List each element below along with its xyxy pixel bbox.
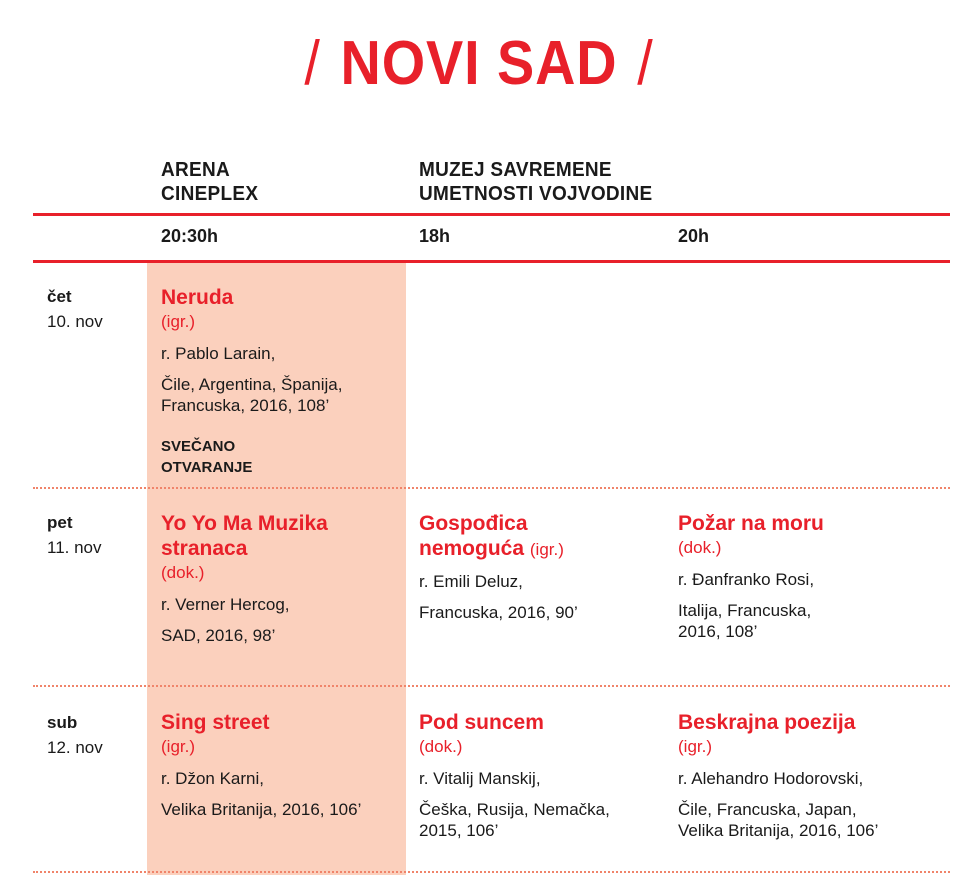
film-country: Francuska, 2016, 90’ xyxy=(419,603,578,622)
film-entry: Sing street (igr.) r. Džon Karni, Velika… xyxy=(161,710,401,820)
time-header: 20h xyxy=(678,226,710,246)
film-country: SAD, 2016, 98’ xyxy=(161,626,276,645)
city-name: NOVI SAD xyxy=(340,29,618,98)
film-title: Neruda xyxy=(161,286,234,309)
row-separator xyxy=(33,685,950,687)
slash-decoration: / xyxy=(304,29,321,98)
slash-decoration: / xyxy=(637,29,654,98)
film-title: Beskrajna poezija xyxy=(678,711,856,734)
divider xyxy=(33,213,950,216)
film-title: Pod suncem xyxy=(419,711,544,734)
film-genre: (igr.) xyxy=(529,540,564,559)
film-director: r. Verner Hercog, xyxy=(161,595,290,614)
film-country: Češka, Rusija, Nemačka, 2015, 106’ xyxy=(419,800,610,840)
day-label: pet 11. nov xyxy=(47,510,102,560)
film-director: r. Džon Karni, xyxy=(161,769,264,788)
film-country: Italija, Francuska, 2016, 108’ xyxy=(678,601,812,641)
weekday: sub xyxy=(47,713,78,732)
film-director: r. Đanfranko Rosi, xyxy=(678,570,815,589)
film-genre: (dok.) xyxy=(161,563,205,582)
day-label: sub 12. nov xyxy=(47,710,103,760)
film-country: Čile, Francuska, Japan, Velika Britanija… xyxy=(678,800,879,840)
date: 10. nov xyxy=(47,312,103,331)
row-separator xyxy=(33,871,950,873)
highlight-column xyxy=(147,262,406,875)
film-title: Yo Yo Ma Muzika stranaca xyxy=(161,512,328,560)
film-title: Požar na moru xyxy=(678,512,824,535)
film-genre: (igr.) xyxy=(161,312,195,331)
film-country: Čile, Argentina, Španija, Francuska, 201… xyxy=(161,375,343,415)
film-genre: (dok.) xyxy=(678,538,722,557)
divider xyxy=(33,260,950,263)
venue-name: CINEPLEX xyxy=(161,183,259,205)
film-title: Gospođica nemoguća xyxy=(419,512,528,560)
film-entry: Beskrajna poezija (igr.) r. Alehandro Ho… xyxy=(678,710,888,841)
film-entry: Yo Yo Ma Muzika stranaca (dok.) r. Verne… xyxy=(161,511,361,646)
row-separator xyxy=(33,487,950,489)
weekday: pet xyxy=(47,513,73,532)
film-genre: (igr.) xyxy=(161,737,195,756)
day-label: čet 10. nov xyxy=(47,284,103,334)
note-text: SVEČANO xyxy=(161,438,236,455)
venue-muzej: MUZEJ SAVREMENE UMETNOSTI VOJVODINE xyxy=(419,158,652,206)
film-country: Velika Britanija, 2016, 106’ xyxy=(161,800,362,819)
film-director: r. Pablo Larain, xyxy=(161,344,276,363)
date: 11. nov xyxy=(47,538,102,557)
time-header: 18h xyxy=(419,226,451,246)
note-text: OTVARANJE xyxy=(161,459,253,476)
film-entry: Gospođica nemoguća (igr.) r. Emili Deluz… xyxy=(419,511,599,623)
page-title: / NOVI SAD / xyxy=(48,28,910,99)
film-director: r. Emili Deluz, xyxy=(419,572,523,591)
film-title: Sing street xyxy=(161,711,270,734)
weekday: čet xyxy=(47,287,72,306)
venue-name: UMETNOSTI VOJVODINE xyxy=(419,183,653,205)
time-header: 20:30h xyxy=(161,226,219,246)
film-entry: Požar na moru (dok.) r. Đanfranko Rosi, … xyxy=(678,511,858,642)
film-entry: Pod suncem (dok.) r. Vitalij Manskij, Če… xyxy=(419,710,639,841)
film-director: r. Alehandro Hodorovski, xyxy=(678,769,864,788)
film-note: SVEČANO OTVARANJE xyxy=(161,436,411,478)
film-genre: (dok.) xyxy=(419,737,463,756)
venue-name: ARENA xyxy=(161,159,230,181)
film-director: r. Vitalij Manskij, xyxy=(419,769,541,788)
film-entry: Neruda (igr.) r. Pablo Larain, Čile, Arg… xyxy=(161,285,411,478)
venue-arena: ARENA CINEPLEX xyxy=(161,158,258,206)
date: 12. nov xyxy=(47,738,103,757)
venue-name: MUZEJ SAVREMENE xyxy=(419,159,612,181)
film-genre: (igr.) xyxy=(678,737,712,756)
